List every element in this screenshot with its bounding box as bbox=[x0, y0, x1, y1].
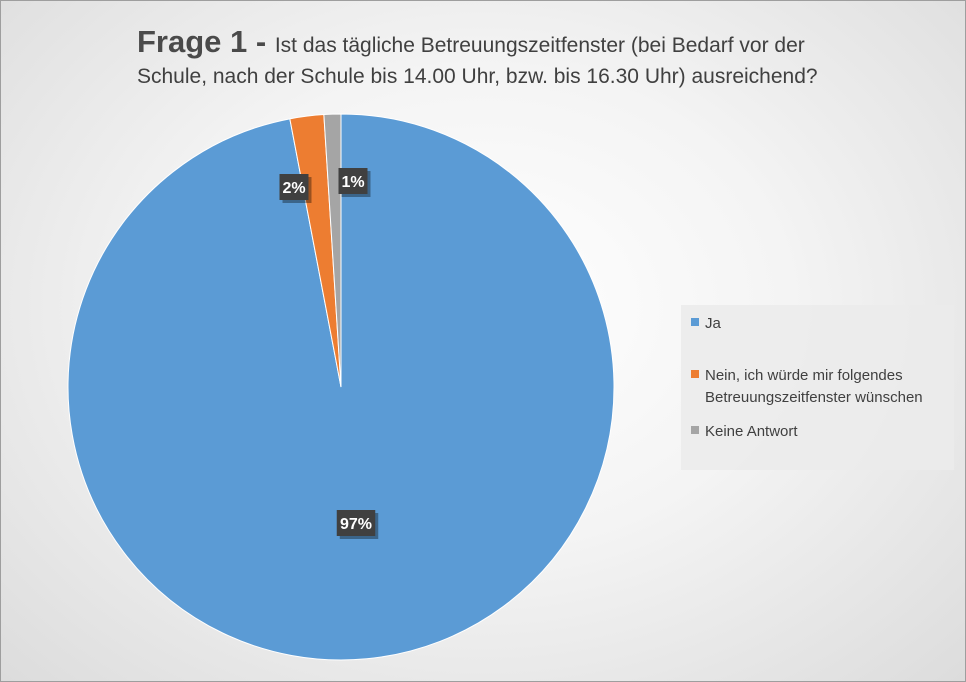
data-label-keine-antwort: 1% bbox=[338, 168, 371, 197]
data-label-ja: 97% bbox=[336, 510, 379, 539]
legend: Ja Nein, ich würde mir folgendes Betreuu… bbox=[681, 305, 954, 470]
legend-label-ja: Ja bbox=[705, 315, 721, 332]
data-label-text-nein: 2% bbox=[282, 180, 305, 197]
pie-slice-keine-antwort bbox=[323, 113, 342, 388]
chart-title-line1: Ist das tägliche Betreuungszeitfenster (… bbox=[274, 34, 805, 57]
legend-item-nein: Nein, ich würde mir folgendes Betreuungs… bbox=[691, 365, 950, 409]
legend-swatch-ja bbox=[691, 318, 699, 327]
legend-item-ja: Ja bbox=[691, 313, 721, 335]
chart-title-main: Frage 1 - bbox=[137, 24, 275, 59]
legend-swatch-nein bbox=[691, 370, 699, 379]
data-label-text-keine-antwort: 1% bbox=[341, 174, 364, 191]
legend-label-nein: Nein, ich würde mir folgendes Betreuungs… bbox=[705, 367, 923, 406]
data-label-nein: 2% bbox=[279, 174, 312, 203]
legend-label-keine-antwort: Keine Antwort bbox=[705, 423, 798, 440]
legend-swatch-keine-antwort bbox=[691, 426, 699, 435]
data-label-text-ja: 97% bbox=[340, 516, 372, 533]
legend-item-keine-antwort: Keine Antwort bbox=[691, 421, 798, 443]
chart-title: Frage 1 - Ist das tägliche Betreuungszei… bbox=[137, 23, 857, 90]
chart-title-line2: Schule, nach der Schule bis 14.00 Uhr, b… bbox=[137, 64, 818, 88]
